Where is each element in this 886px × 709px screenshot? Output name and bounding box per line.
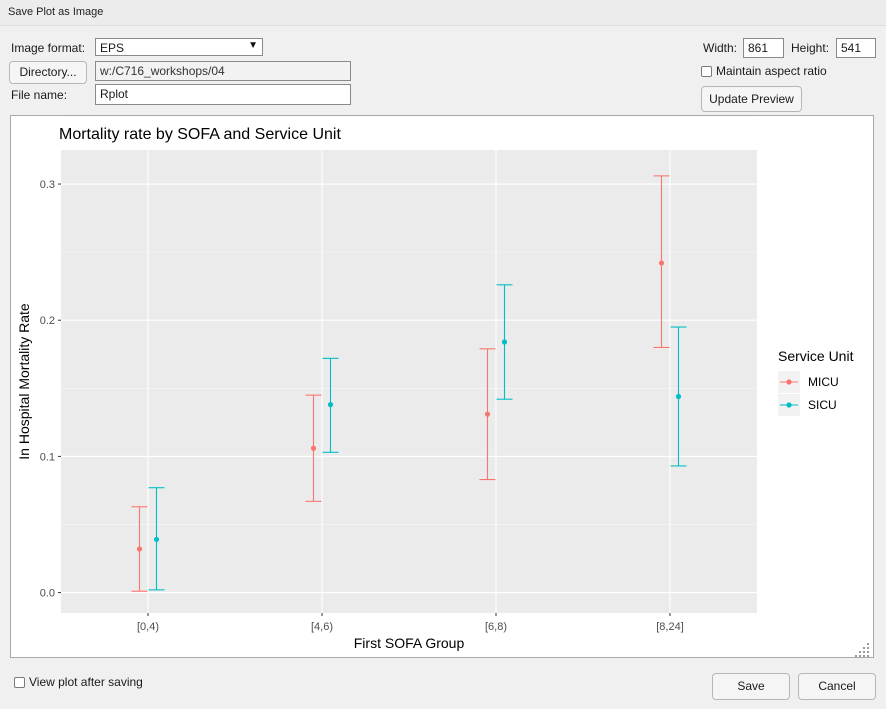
x-tick-label: [6,8) [485,621,507,633]
dialog-titlebar: Save Plot as Image [0,0,886,26]
data-point [153,536,160,543]
x-tick-label: [4,6) [311,621,333,633]
maintain-aspect-label: Maintain aspect ratio [716,64,827,78]
y-tick-label: 0.2 [40,315,55,327]
directory-button-label: Directory... [19,65,77,79]
dialog-title: Save Plot as Image [8,6,104,18]
file-name-input[interactable]: Rplot [95,84,351,105]
legend-key-point [786,379,792,385]
data-point [501,339,508,345]
legend-title: Service Unit [778,348,854,364]
save-button[interactable]: Save [712,673,790,700]
x-axis-label: First SOFA Group [354,635,465,651]
data-point [675,393,682,400]
data-point [136,546,143,552]
chart-title: Mortality rate by SOFA and Service Unit [59,126,341,143]
x-tick-label: [8,24] [656,621,684,633]
image-format-value: EPS [100,41,125,55]
legend-label: SICU [808,398,837,412]
update-preview-label: Update Preview [709,92,794,106]
x-tick-label: [0,4) [137,621,159,633]
view-after-saving-label: View plot after saving [29,675,143,689]
maintain-aspect-checkbox[interactable] [701,66,712,77]
cancel-button-label: Cancel [818,679,856,693]
height-input[interactable]: 541 [836,38,876,58]
directory-button[interactable]: Directory... [9,61,87,84]
image-format-label: Image format: [11,41,86,55]
file-name-label: File name: [11,88,68,102]
cancel-button[interactable]: Cancel [798,673,876,700]
width-label: Width: [703,41,738,55]
plot-preview: 0.0 0.1 0.2 0.3 [0,4) [4,6) [6,8) [8,24] Mortali… [10,115,874,658]
data-point [327,402,334,408]
data-point [310,445,317,451]
save-button-label: Save [737,679,765,693]
legend-label: MICU [808,375,839,389]
image-format-select[interactable]: EPS ▼ [95,38,263,56]
y-tick-label: 0.1 [40,451,55,463]
width-input[interactable]: 861 [743,38,784,58]
height-label: Height: [791,41,830,55]
legend-key-point [786,402,792,408]
directory-field: w:/C716_workshops/04 [95,61,351,81]
update-preview-button[interactable]: Update Preview [701,86,802,112]
y-tick-label: 0.0 [40,588,55,600]
mortality-chart: 0.0 0.1 0.2 0.3 [0,4) [4,6) [6,8) [8,24] Mortali… [16,116,854,651]
y-tick-label: 0.3 [40,179,55,191]
view-after-saving-checkbox[interactable] [14,677,25,688]
y-axis-label: In Hospital Mortality Rate [16,303,32,460]
data-point [658,260,665,266]
data-point [484,411,491,417]
plot-panel [61,150,757,613]
dropdown-arrow-icon: ▼ [248,40,258,51]
resize-grip-icon[interactable] [852,640,872,658]
